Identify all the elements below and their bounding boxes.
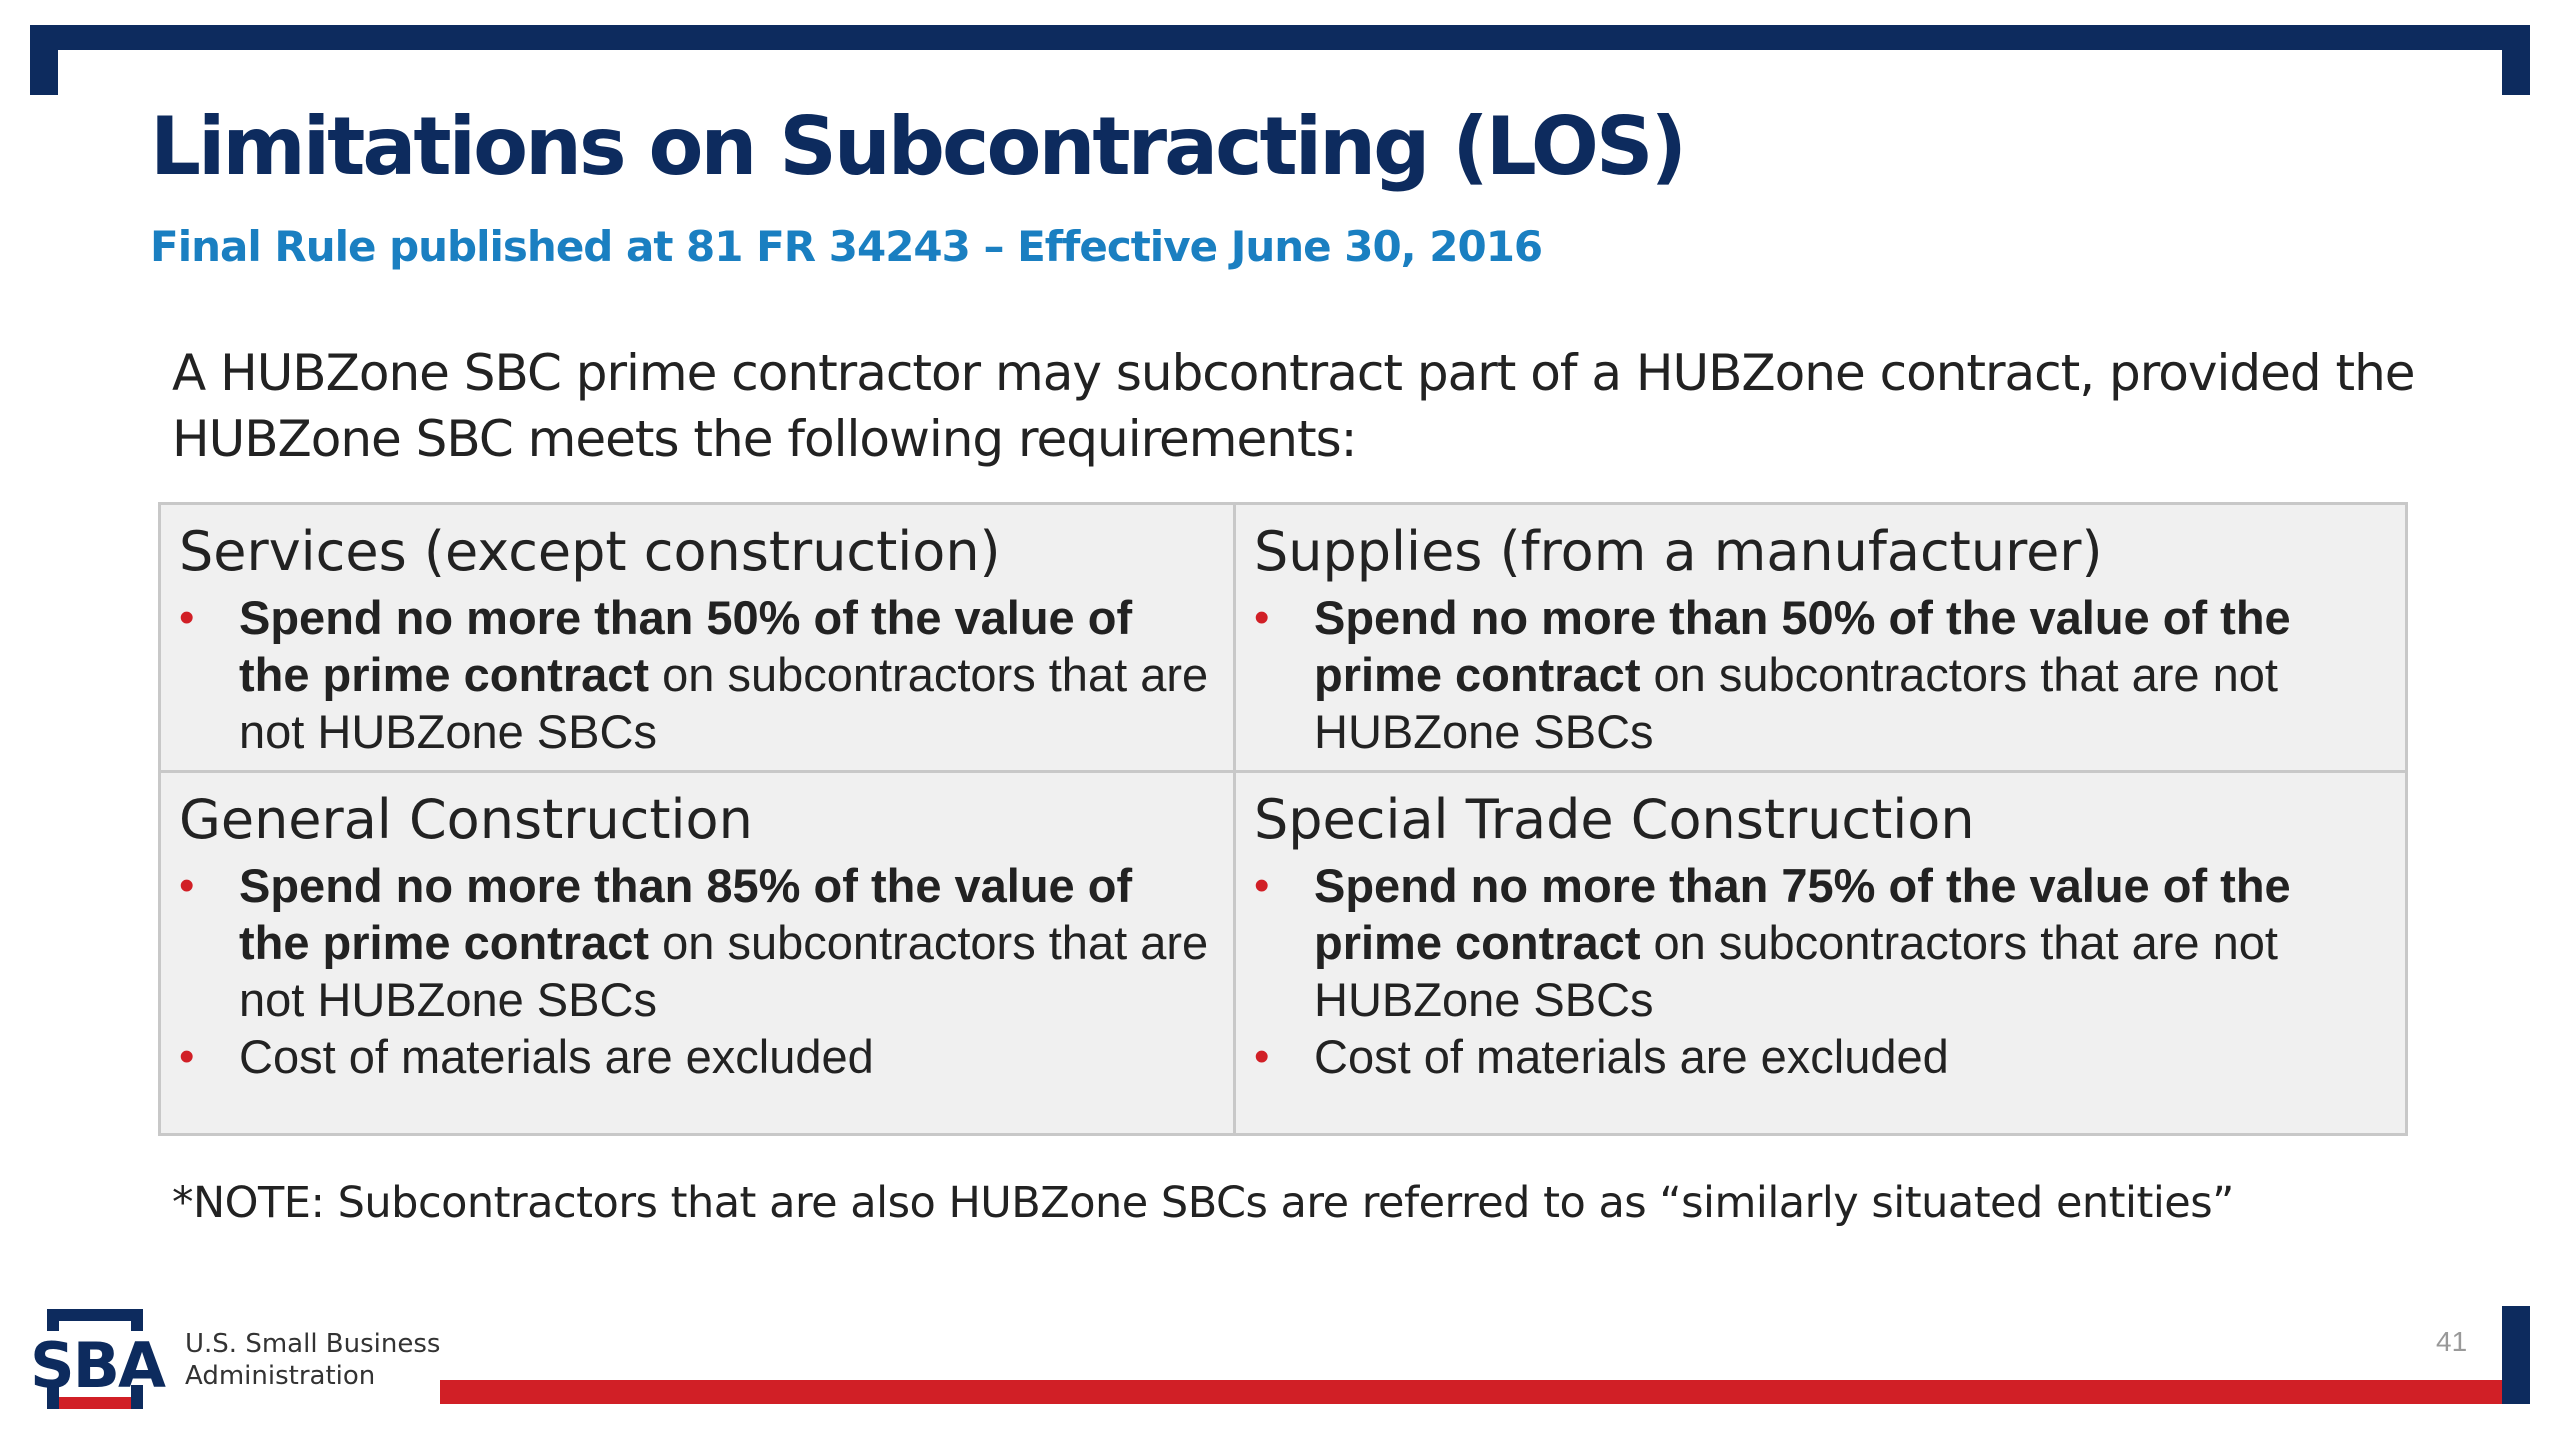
- bullet-text: on subcontractors that are not HUBZone S…: [1314, 648, 2278, 758]
- org-name-line1: U.S. Small Business: [185, 1329, 441, 1359]
- bullet-list: Spend no more than 85% of the value of t…: [179, 857, 1213, 1085]
- bullet-list: Spend no more than 50% of the value of t…: [179, 589, 1213, 760]
- bottom-red-bar: [440, 1380, 2520, 1404]
- page-number: 41: [2436, 1326, 2468, 1357]
- bullet-bold-text: Spend no more than 85% of the value of t…: [239, 859, 1133, 969]
- slide-title: Limitations on Subcontracting (LOS): [150, 100, 1687, 193]
- bottom-frame-right-tick: [2502, 1306, 2530, 1404]
- cell-services: Services (except construction) Spend no …: [161, 505, 1236, 773]
- footnote: *NOTE: Subcontractors that are also HUBZ…: [172, 1178, 2234, 1228]
- top-frame-bar: [30, 25, 2530, 50]
- bullet-item: Spend no more than 50% of the value of t…: [1254, 589, 2385, 760]
- cell-title: Special Trade Construction: [1254, 788, 1975, 851]
- bullet-bold-text: Spend no more than 50% of the value of t…: [1314, 591, 2291, 701]
- cell-special-trade-construction: Special Trade Construction Spend no more…: [1236, 773, 2405, 1133]
- bullet-item: Cost of materials are excluded: [179, 1028, 1213, 1085]
- bullet-list: Spend no more than 75% of the value of t…: [1254, 857, 2385, 1085]
- bullet-text: on subcontractors that are not HUBZone S…: [239, 916, 1209, 1026]
- intro-text: A HUBZone SBC prime contractor may subco…: [172, 344, 2416, 468]
- bullet-list: Spend no more than 50% of the value of t…: [1254, 589, 2385, 760]
- logo-text: SBA: [30, 1329, 166, 1402]
- slide-subtitle: Final Rule published at 81 FR 34243 – Ef…: [150, 222, 1543, 271]
- cell-title: Services (except construction): [179, 520, 1001, 583]
- cell-supplies: Supplies (from a manufacturer) Spend no …: [1236, 505, 2405, 773]
- bullet-text: on subcontractors that are not HUBZone S…: [239, 648, 1209, 758]
- cell-title: General Construction: [179, 788, 753, 851]
- bullet-text: on subcontractors that are not HUBZone S…: [1314, 916, 2278, 1026]
- cell-general-construction: General Construction Spend no more than …: [161, 773, 1236, 1133]
- top-frame-right-tick: [2502, 25, 2530, 95]
- org-name-line2: Administration: [185, 1361, 376, 1391]
- bullet-bold-text: Spend no more than 75% of the value of t…: [1314, 859, 2291, 969]
- sba-logo-icon: SBA: [30, 1309, 168, 1409]
- bullet-item: Spend no more than 75% of the value of t…: [1254, 857, 2385, 1028]
- cell-title: Supplies (from a manufacturer): [1254, 520, 2103, 583]
- requirements-table: Services (except construction) Spend no …: [158, 502, 2408, 1136]
- bullet-item: Spend no more than 85% of the value of t…: [179, 857, 1213, 1028]
- bullet-item: Spend no more than 50% of the value of t…: [179, 589, 1213, 760]
- org-name: U.S. Small Business Administration: [185, 1328, 440, 1392]
- bullet-bold-text: Spend no more than 50% of the value of t…: [239, 591, 1133, 701]
- top-frame-left-tick: [30, 25, 58, 95]
- bullet-item: Cost of materials are excluded: [1254, 1028, 2385, 1085]
